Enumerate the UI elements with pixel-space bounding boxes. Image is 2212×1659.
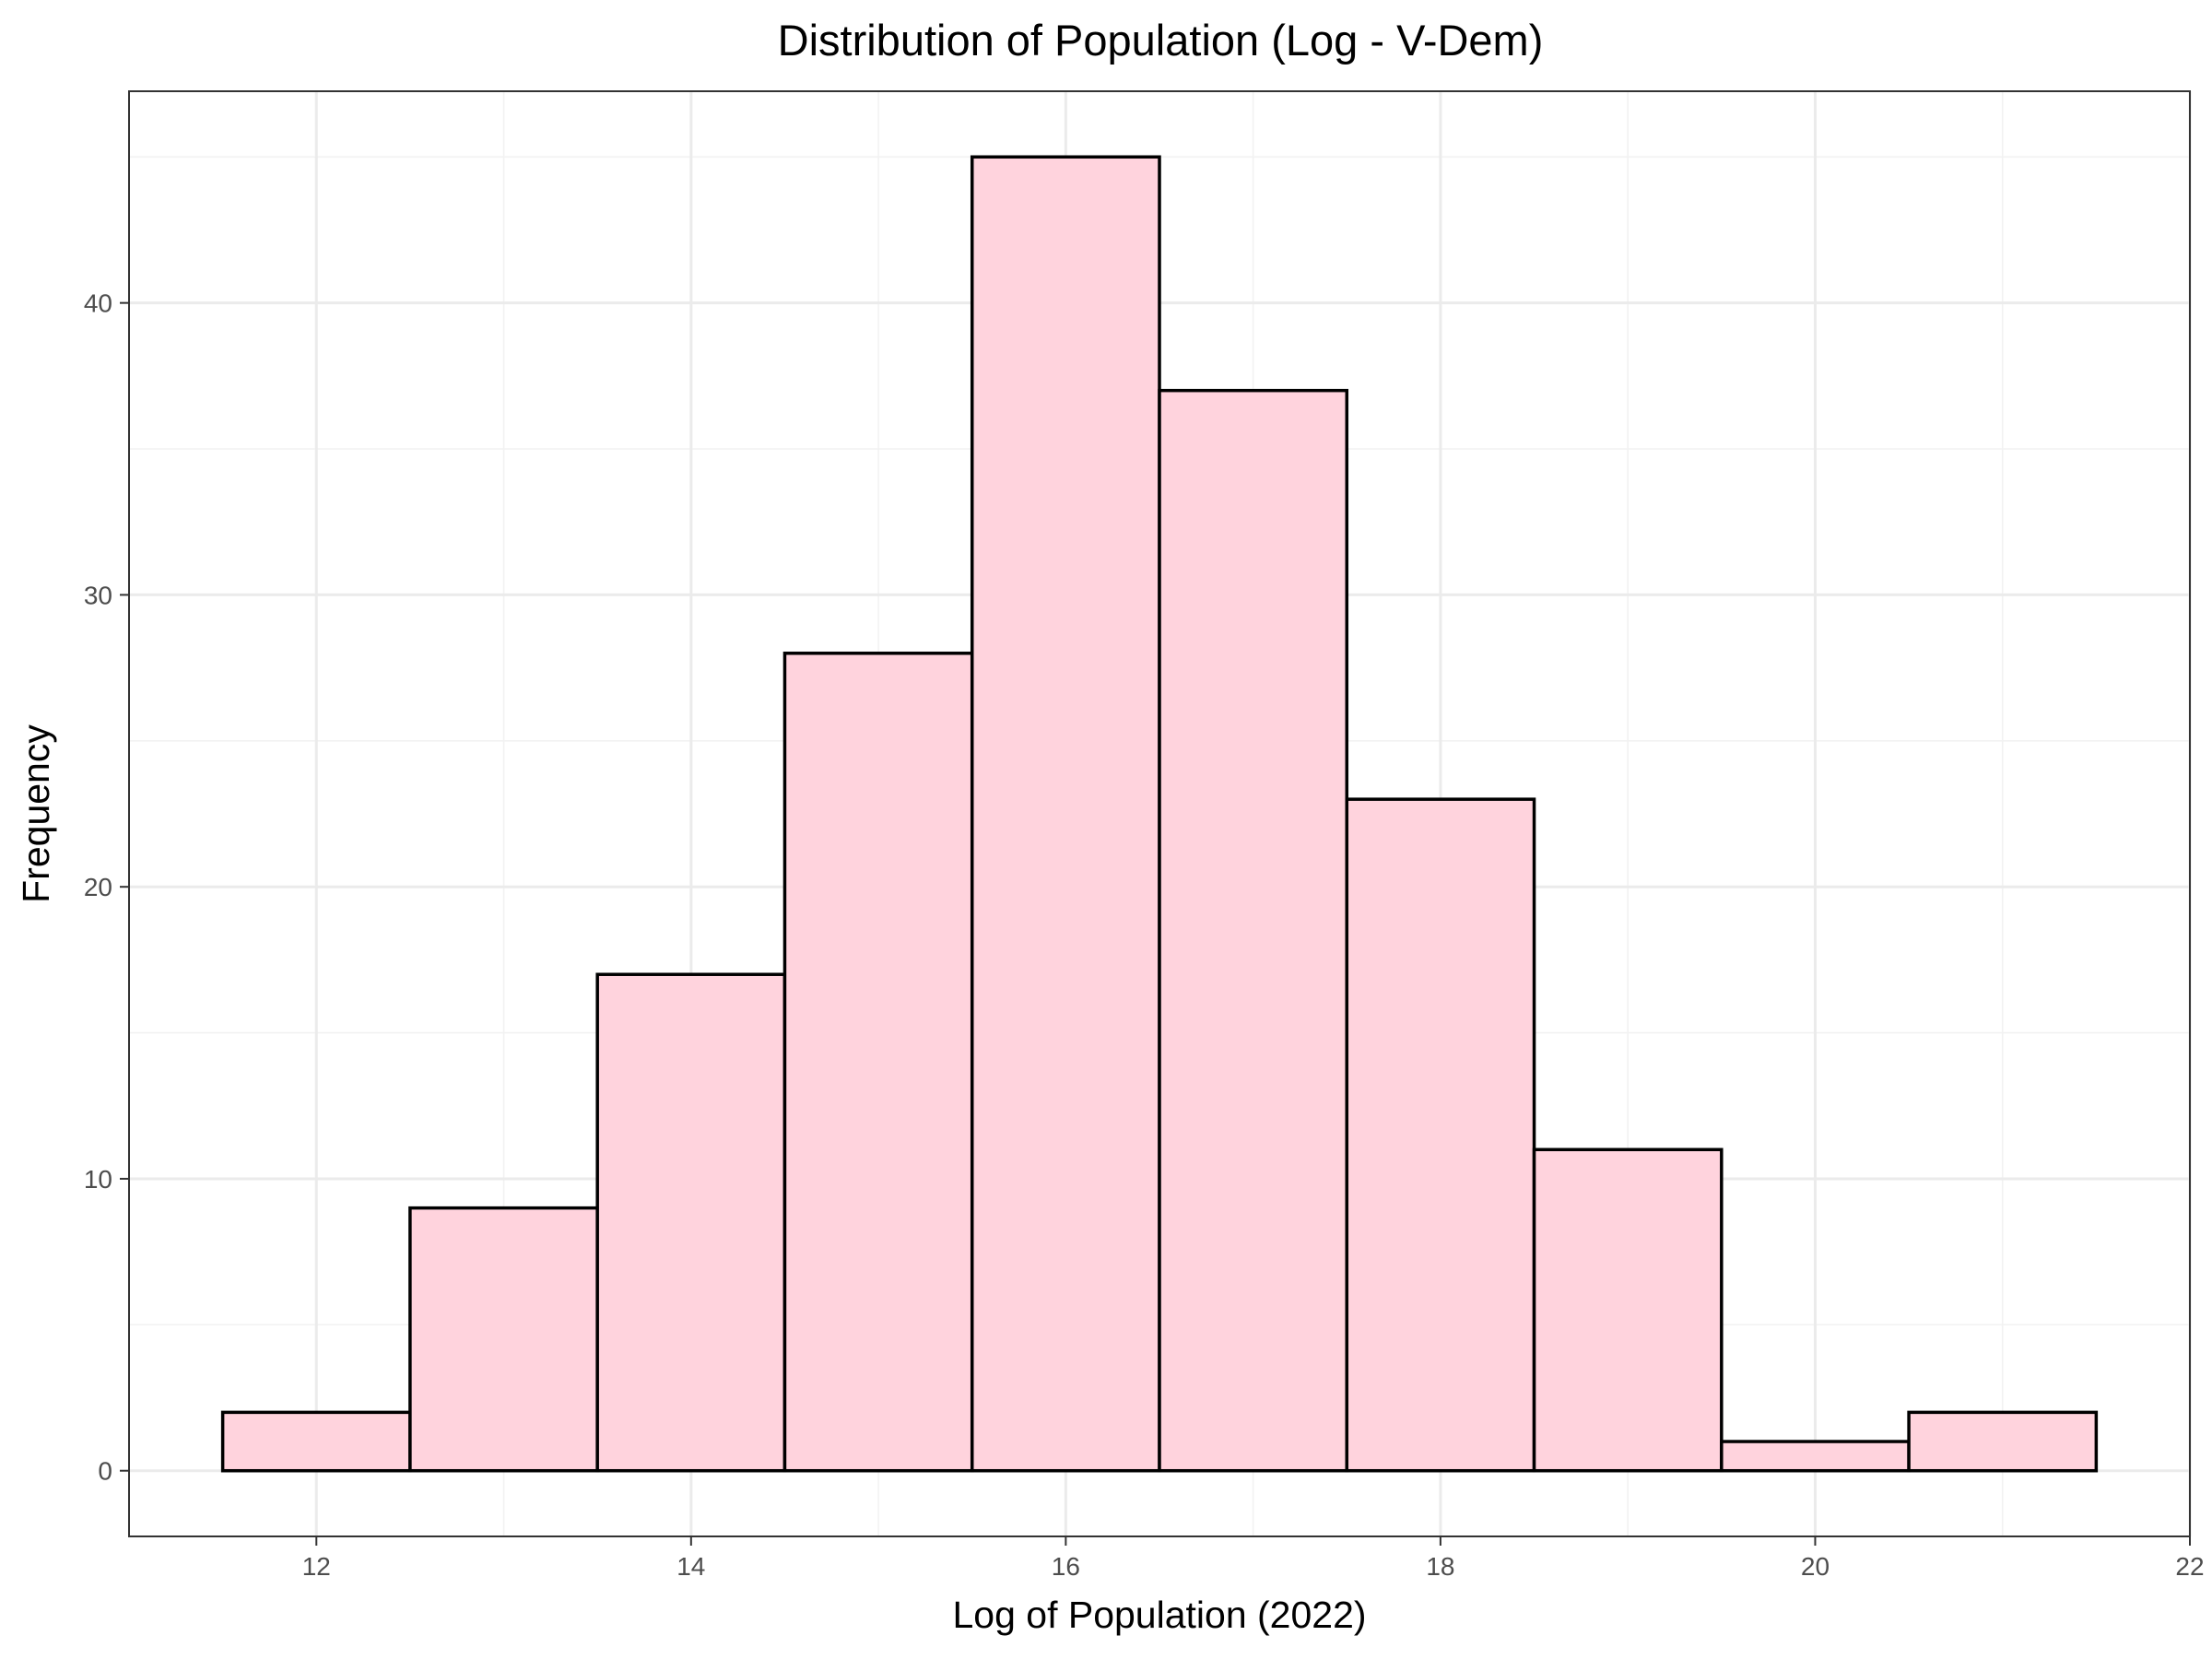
y-axis-title: Frequency <box>15 724 57 903</box>
x-axis-title: Log of Population (2022) <box>952 1594 1366 1636</box>
y-axis-ticks: 0 10 20 30 40 <box>84 289 129 1486</box>
x-tick-label: 18 <box>1426 1552 1454 1581</box>
histogram-bar-10 <box>1907 1410 2099 1473</box>
histogram-bar-3 <box>595 972 787 1473</box>
x-axis-ticks: 12 14 16 18 20 22 <box>302 1536 2205 1581</box>
y-tick-label: 10 <box>84 1165 112 1194</box>
histogram-bar-4 <box>782 652 974 1473</box>
histogram-bar-2 <box>408 1206 599 1473</box>
histogram-bar-1 <box>220 1410 412 1473</box>
x-tick-label: 16 <box>1052 1552 1080 1581</box>
histogram-bar-5 <box>970 155 1161 1473</box>
histogram-bar-7 <box>1345 797 1536 1473</box>
chart-title: Distribution of Population (Log - V-Dem) <box>778 16 1544 65</box>
plot-panel-border <box>128 90 2191 1537</box>
histogram-bar-9 <box>1720 1440 1911 1473</box>
y-tick-label: 20 <box>84 873 112 901</box>
y-tick-label: 0 <box>98 1457 112 1486</box>
y-tick-label: 30 <box>84 581 112 609</box>
histogram-bars <box>220 155 2099 1473</box>
x-tick-label: 20 <box>1801 1552 1830 1581</box>
x-tick-label: 12 <box>302 1552 331 1581</box>
y-tick-label: 40 <box>84 289 112 318</box>
x-tick-label: 22 <box>2175 1552 2204 1581</box>
x-tick-label: 14 <box>677 1552 705 1581</box>
histogram-bar-8 <box>1532 1147 1724 1473</box>
histogram-bar-6 <box>1158 388 1349 1473</box>
